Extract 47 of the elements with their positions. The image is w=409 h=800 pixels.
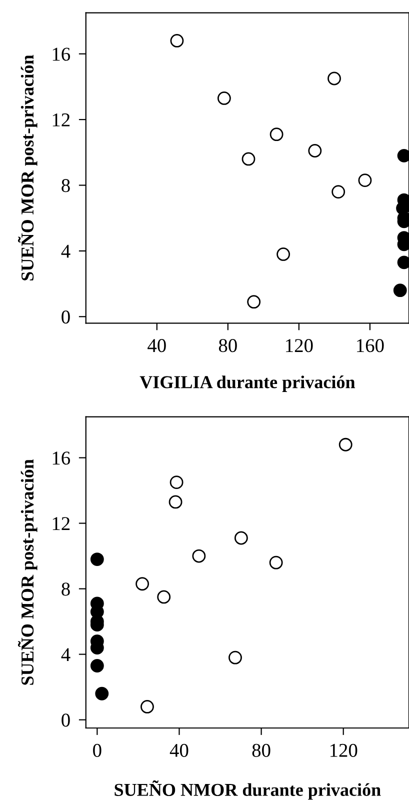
x-axis-title: SUEÑO NMOR durante privación	[114, 780, 381, 800]
point	[397, 148, 409, 162]
y-tick-label: 0	[62, 310, 70, 324]
y-tick-label: 16	[52, 452, 70, 465]
point	[269, 556, 283, 570]
point	[90, 659, 104, 672]
x-tick-label: 80	[218, 339, 237, 352]
x-axis-title: VIGILIA durante privación	[140, 376, 356, 392]
x-tick-label: 40	[170, 744, 188, 757]
point	[242, 152, 256, 166]
point	[95, 686, 109, 700]
y-tick-label: 4	[61, 648, 70, 662]
point	[228, 650, 242, 664]
y-axis-title: SUEÑO MOR post-privación	[18, 54, 38, 280]
point	[170, 34, 184, 48]
point	[358, 174, 372, 188]
point	[136, 577, 150, 591]
x-tick-label: 40	[148, 339, 166, 352]
point	[90, 552, 104, 566]
point	[170, 476, 184, 490]
y-tick-label: 16	[52, 48, 70, 61]
point	[308, 144, 322, 158]
y-tick-label: 12	[52, 113, 70, 126]
point	[328, 72, 341, 86]
point	[397, 256, 409, 270]
point	[140, 700, 154, 714]
x-tick-label: 80	[252, 744, 270, 757]
point	[157, 590, 171, 604]
y-tick-label: 4	[61, 244, 70, 258]
point	[276, 248, 290, 261]
y-tick-label: 8	[62, 179, 70, 192]
point	[192, 549, 206, 563]
x-tick-label: 0	[93, 744, 102, 757]
y-axis-title: SUEÑO MOR post-privación	[18, 459, 38, 685]
point	[168, 495, 182, 509]
point	[270, 128, 284, 142]
x-tick-label: 120	[330, 744, 358, 757]
y-tick-label: 12	[52, 517, 70, 530]
y-tick-label: 0	[62, 714, 70, 727]
point	[332, 185, 346, 199]
point	[217, 91, 231, 105]
x-tick-label: 160	[357, 339, 384, 352]
point	[247, 295, 261, 309]
x-tick-label: 120	[286, 339, 313, 352]
y-tick-label: 8	[62, 582, 70, 596]
point	[234, 531, 248, 545]
point	[338, 438, 352, 452]
